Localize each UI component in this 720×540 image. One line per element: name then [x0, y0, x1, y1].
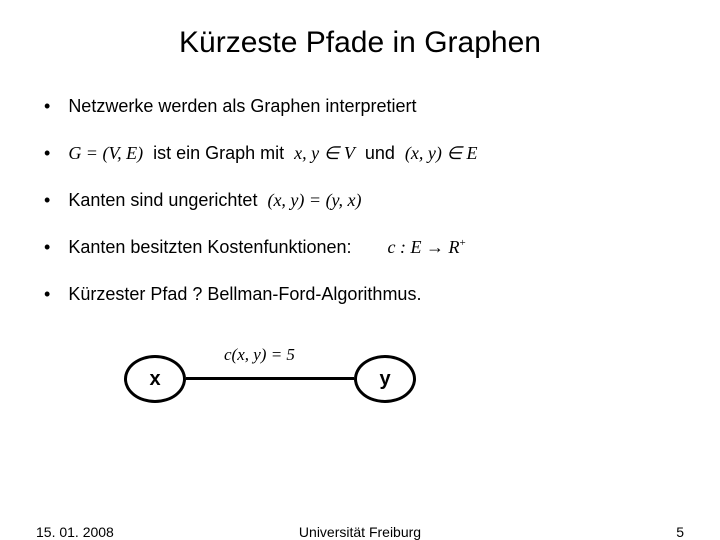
- slide-content: • Netzwerke werden als Graphen interpret…: [0, 60, 720, 421]
- footer-university: Universität Freiburg: [0, 524, 720, 540]
- edge-line: [186, 377, 354, 380]
- slide-title: Kürzeste Pfade in Graphen: [0, 0, 720, 60]
- formula-cost-fn: c : E → R+: [388, 237, 466, 258]
- bullet-dot-icon: •: [44, 284, 50, 305]
- bullet-item: • Netzwerke werden als Graphen interpret…: [44, 96, 676, 117]
- node-x: x: [124, 355, 186, 403]
- bullet-item: • Kanten besitzten Kostenfunktionen: c :…: [44, 237, 676, 258]
- formula-xy-in-v: x, y ∈ V: [294, 143, 355, 164]
- footer-page-number: 5: [676, 524, 684, 540]
- bullet-item: • Kanten sind ungerichtet (x, y) = (y, x…: [44, 190, 676, 211]
- bullet-text: Kanten sind ungerichtet: [68, 190, 257, 211]
- bullet-dot-icon: •: [44, 143, 50, 164]
- bullet-text: ist ein Graph mit: [153, 143, 284, 164]
- bullet-text: und: [365, 143, 395, 164]
- edge-weight-label: c(x, y) = 5: [224, 345, 295, 365]
- node-y: y: [354, 355, 416, 403]
- bullet-item: • G = (V, E) ist ein Graph mit x, y ∈ V …: [44, 143, 676, 164]
- graph-diagram: c(x, y) = 5 x y: [124, 331, 464, 421]
- bullet-item: • Kürzester Pfad ? Bellman-Ford-Algorith…: [44, 284, 676, 305]
- formula-xy-in-e: (x, y) ∈ E: [405, 143, 478, 164]
- formula-undirected: (x, y) = (y, x): [267, 190, 361, 211]
- formula-graph-def: G = (V, E): [68, 143, 143, 164]
- bullet-list: • Netzwerke werden als Graphen interpret…: [44, 96, 676, 305]
- bullet-dot-icon: •: [44, 237, 50, 258]
- bullet-dot-icon: •: [44, 190, 50, 211]
- bullet-dot-icon: •: [44, 96, 50, 117]
- bullet-text: Netzwerke werden als Graphen interpretie…: [68, 96, 416, 117]
- bullet-text: Kürzester Pfad ? Bellman-Ford-Algorithmu…: [68, 284, 421, 305]
- bullet-text: Kanten besitzten Kostenfunktionen:: [68, 237, 351, 258]
